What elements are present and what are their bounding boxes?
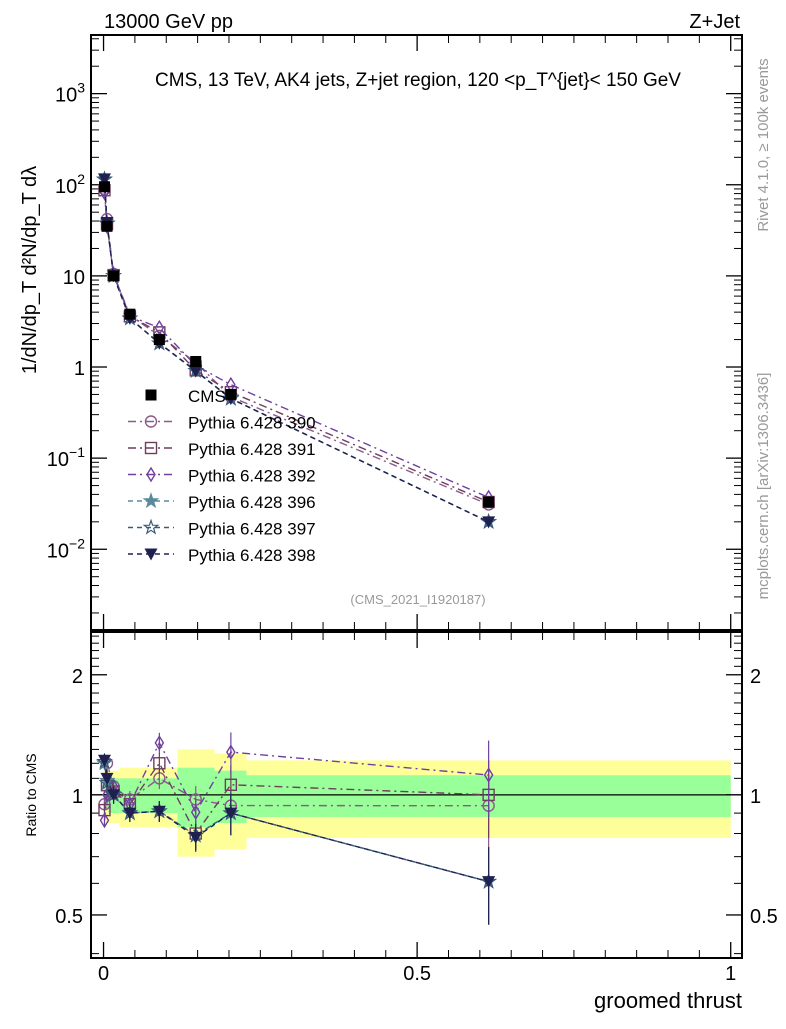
rivet-label: Rivet 4.1.0, ≥ 100k events bbox=[755, 58, 772, 231]
data-point bbox=[97, 173, 111, 186]
ratio-line bbox=[103, 761, 489, 835]
analysis-id: (CMS_2021_I1920187) bbox=[350, 592, 485, 607]
series-cms bbox=[98, 181, 495, 508]
ratio-axis-label: Ratio to CMS bbox=[23, 753, 39, 836]
ratio-tick-label: 2 bbox=[72, 666, 83, 688]
cms-data-point bbox=[483, 496, 495, 508]
ratio-point bbox=[189, 831, 203, 844]
ratio-tick-label: 0.5 bbox=[55, 906, 83, 928]
ratio-point bbox=[153, 757, 166, 770]
cms-data-point bbox=[153, 334, 165, 346]
y-tick-exp: −2 bbox=[69, 535, 85, 551]
ratio-point bbox=[190, 804, 201, 821]
cms-data-point bbox=[98, 181, 110, 193]
ratio-point bbox=[483, 767, 494, 783]
legend: CMS Pythia 6.428 390 Pythia 6.428 391 Pythi… bbox=[128, 387, 316, 565]
cms-data-point bbox=[190, 355, 202, 367]
ratio-point bbox=[99, 812, 110, 829]
ratio-point bbox=[100, 772, 114, 785]
ratio-tick-label: 0.5 bbox=[750, 906, 778, 928]
legend-item: Pythia 6.428 397 bbox=[128, 518, 316, 539]
y-axis-label: 1/dN/dp_T d²N/dp_T dλ bbox=[19, 166, 41, 374]
x-tick-label: 0.5 bbox=[403, 963, 431, 985]
ratio-point bbox=[107, 789, 121, 802]
y-tick-label: 103 bbox=[55, 80, 85, 107]
legend-item: Pythia 6.428 398 bbox=[128, 546, 316, 565]
y-tick-label: 10−2 bbox=[47, 535, 85, 562]
legend-item: Pythia 6.428 392 bbox=[128, 467, 316, 486]
legend-marker bbox=[146, 466, 156, 483]
legend-marker bbox=[142, 492, 160, 509]
y-tick-exp: 2 bbox=[77, 171, 85, 187]
legend-marker bbox=[144, 415, 158, 428]
ratio-series-398 bbox=[97, 753, 496, 925]
ratio-line bbox=[103, 741, 489, 821]
header-left: 13000 GeV pp bbox=[104, 11, 233, 33]
y-tick-label: 10 bbox=[63, 267, 85, 289]
y-tick-base: 10 bbox=[47, 540, 69, 562]
cms-data-point bbox=[101, 220, 113, 232]
y-tick-exp: 3 bbox=[77, 80, 85, 96]
legend-label: Pythia 6.428 391 bbox=[188, 440, 316, 459]
x-axis-label: groomed thrust bbox=[594, 988, 742, 1013]
x-tick-label: 0 bbox=[98, 963, 109, 985]
legend-marker bbox=[145, 389, 157, 401]
legend-label: Pythia 6.428 397 bbox=[188, 520, 316, 539]
ratio-point bbox=[154, 735, 165, 751]
data-point bbox=[482, 516, 496, 529]
ratio-point bbox=[224, 778, 238, 791]
y-tick-label: 102 bbox=[55, 171, 85, 198]
y-tick-exp: −1 bbox=[69, 444, 85, 460]
main-frame bbox=[90, 34, 743, 631]
ratio-point bbox=[224, 807, 238, 820]
ratio-tick-label: 1 bbox=[72, 786, 83, 808]
legend-marker bbox=[144, 548, 158, 561]
cms-data-point bbox=[108, 270, 120, 282]
ratio-point bbox=[226, 744, 236, 760]
y-tick-base: 10 bbox=[47, 449, 69, 471]
cms-data-point bbox=[124, 308, 136, 320]
legend-marker bbox=[142, 518, 160, 535]
ratio-point bbox=[97, 754, 111, 767]
legend-item: CMS bbox=[145, 387, 226, 406]
ratio-tick-label: 2 bbox=[750, 666, 761, 688]
ratio-point bbox=[152, 805, 166, 818]
legend-label: Pythia 6.428 392 bbox=[188, 467, 316, 486]
ratio-point bbox=[482, 876, 496, 889]
data-point bbox=[189, 365, 203, 378]
legend-marker bbox=[144, 441, 158, 455]
y-tick-label: 10−1 bbox=[47, 444, 85, 471]
mcplots-label: mcplots.cern.ch [arXiv:1306.3436] bbox=[755, 373, 772, 600]
main-plot-area bbox=[96, 170, 498, 530]
ratio-plot-area bbox=[96, 732, 498, 925]
legend-item: Pythia 6.428 396 bbox=[128, 492, 316, 512]
header-right: Z+Jet bbox=[689, 11, 740, 33]
legend-label: Pythia 6.428 390 bbox=[188, 414, 316, 433]
x-tick-label: 1 bbox=[725, 963, 736, 985]
y-tick-base: 10 bbox=[55, 176, 77, 198]
legend-item: Pythia 6.428 391 bbox=[128, 440, 316, 459]
y-tick-base: 10 bbox=[55, 85, 77, 107]
ratio-tick-label: 1 bbox=[750, 786, 761, 808]
y-tick-base: 1 bbox=[74, 358, 85, 380]
ratio-point bbox=[123, 807, 137, 820]
chart-title: CMS, 13 TeV, AK4 jets, Z+jet region, 120… bbox=[155, 70, 681, 91]
cms-data-point bbox=[225, 388, 237, 400]
legend-label: Pythia 6.428 396 bbox=[188, 493, 316, 512]
legend-label: CMS bbox=[188, 387, 226, 406]
y-tick-base: 10 bbox=[63, 267, 85, 289]
y-tick-label: 1 bbox=[74, 358, 85, 380]
ratio-panel: 2 2 1 1 0.5 0.5 bbox=[55, 631, 778, 959]
legend-label: Pythia 6.428 398 bbox=[188, 546, 316, 565]
legend-item: Pythia 6.428 390 bbox=[128, 414, 316, 433]
